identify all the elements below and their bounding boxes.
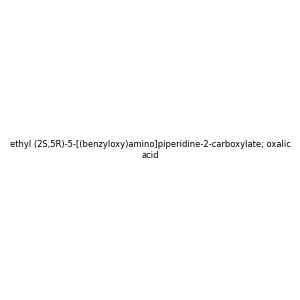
Text: ethyl (2S,5R)-5-[(benzyloxy)amino]piperidine-2-carboxylate; oxalic acid: ethyl (2S,5R)-5-[(benzyloxy)amino]piperi… <box>10 140 290 160</box>
